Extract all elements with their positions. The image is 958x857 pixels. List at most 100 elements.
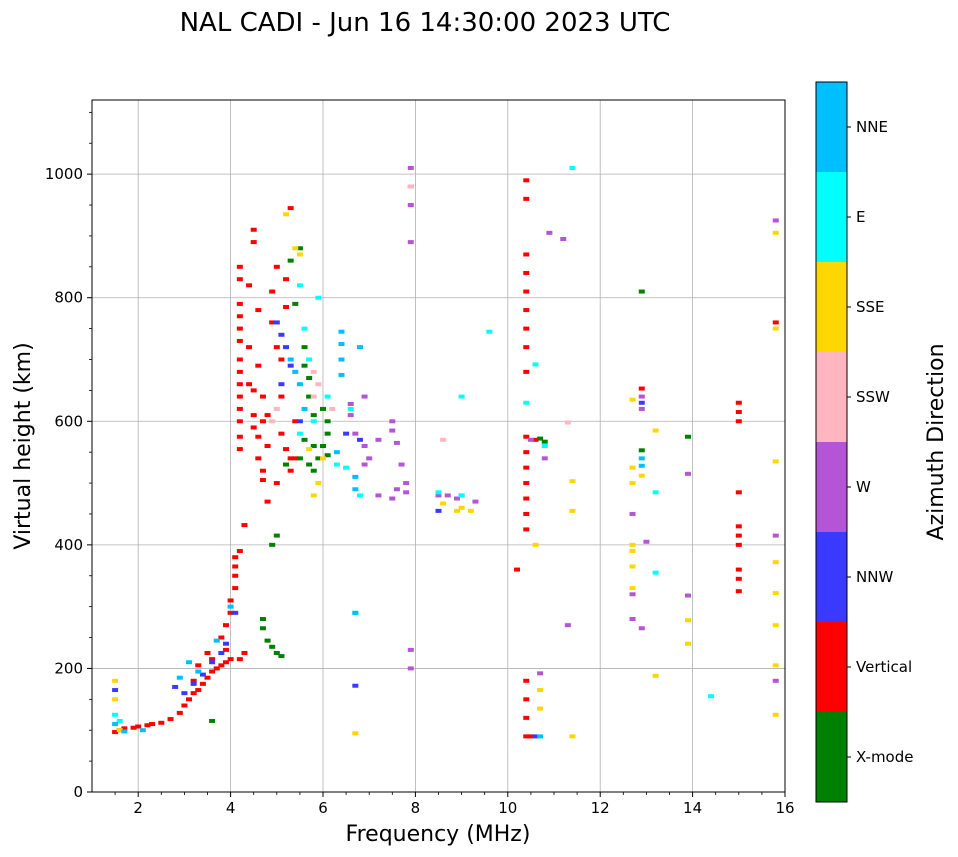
data-point xyxy=(629,586,636,591)
data-point xyxy=(255,308,262,313)
data-point xyxy=(199,672,206,677)
data-point xyxy=(112,697,119,702)
data-point xyxy=(375,437,382,442)
colorbar-segment xyxy=(816,172,847,262)
data-point xyxy=(236,406,243,411)
data-point xyxy=(453,508,460,513)
data-point xyxy=(523,715,530,720)
data-point xyxy=(684,618,691,623)
data-point xyxy=(523,496,530,501)
data-point xyxy=(176,710,183,715)
data-point xyxy=(232,610,239,615)
data-point xyxy=(315,481,322,486)
data-point xyxy=(218,635,225,640)
x-tick-label: 12 xyxy=(591,799,610,817)
data-point xyxy=(296,431,303,436)
data-point xyxy=(292,419,299,424)
data-point xyxy=(537,706,544,711)
data-point xyxy=(204,675,211,680)
data-point xyxy=(458,394,465,399)
colorbar-segment xyxy=(816,712,847,802)
data-point xyxy=(527,734,534,739)
colorbar: X-mode Vertical NNW W SSW SSE E NNE xyxy=(815,81,913,803)
data-point xyxy=(209,660,216,665)
data-point xyxy=(222,647,229,652)
data-point xyxy=(301,406,308,411)
data-points xyxy=(112,165,779,739)
data-point xyxy=(523,450,530,455)
data-point xyxy=(213,666,220,671)
data-point xyxy=(735,576,742,581)
data-point xyxy=(523,481,530,486)
data-point xyxy=(735,490,742,495)
data-point xyxy=(255,363,262,368)
data-point xyxy=(638,400,645,405)
data-point xyxy=(407,240,414,245)
data-point xyxy=(278,357,285,362)
data-point xyxy=(333,450,340,455)
data-point xyxy=(236,419,243,424)
data-point xyxy=(112,688,119,693)
data-point xyxy=(250,425,257,430)
data-point xyxy=(246,382,253,387)
data-point xyxy=(629,617,636,621)
data-point xyxy=(338,357,345,362)
data-point xyxy=(772,712,779,717)
data-point xyxy=(121,726,128,731)
data-point xyxy=(343,465,350,470)
data-point xyxy=(259,419,266,424)
x-tick-label: 16 xyxy=(775,799,794,817)
data-point xyxy=(283,462,290,467)
data-point xyxy=(324,419,331,424)
data-point xyxy=(407,203,414,208)
data-point xyxy=(310,493,317,498)
data-point xyxy=(227,657,234,662)
data-point xyxy=(684,434,691,439)
colorbar-tick-label: E xyxy=(856,208,865,226)
data-point xyxy=(232,564,239,569)
data-point xyxy=(209,657,216,662)
data-point xyxy=(347,406,354,411)
data-point xyxy=(772,591,779,596)
data-point xyxy=(638,448,645,453)
data-point xyxy=(301,345,308,350)
x-tick-label: 8 xyxy=(411,799,421,817)
colorbar-tick-label: W xyxy=(856,478,871,496)
data-point xyxy=(523,734,530,739)
data-point xyxy=(112,712,119,717)
data-point xyxy=(389,419,396,424)
data-point xyxy=(315,295,322,300)
data-point xyxy=(772,459,779,464)
data-point xyxy=(273,320,280,325)
data-point xyxy=(537,436,544,441)
data-point xyxy=(569,479,576,484)
data-point xyxy=(389,496,396,501)
data-point xyxy=(407,165,414,170)
data-point xyxy=(283,345,290,350)
x-tick-label: 14 xyxy=(683,799,702,817)
data-point xyxy=(236,549,243,554)
data-point xyxy=(629,592,636,597)
chart-title: NAL CADI - Jun 16 14:30:00 2023 UTC xyxy=(180,8,671,38)
data-point xyxy=(532,734,539,739)
x-tick-label: 6 xyxy=(318,799,328,817)
data-point xyxy=(116,728,123,733)
data-point xyxy=(684,471,691,476)
data-point xyxy=(532,437,539,442)
data-point xyxy=(255,456,262,461)
y-tick-label: 800 xyxy=(54,289,83,307)
data-point xyxy=(735,400,742,405)
data-point xyxy=(310,419,317,424)
data-point xyxy=(523,345,530,350)
data-point xyxy=(246,283,253,288)
data-point xyxy=(236,382,243,387)
data-point xyxy=(278,654,285,659)
data-point xyxy=(324,394,331,399)
data-point xyxy=(389,428,396,433)
data-point xyxy=(541,444,548,448)
data-point xyxy=(306,376,313,381)
data-point xyxy=(292,301,299,306)
data-point xyxy=(264,638,271,643)
data-point xyxy=(181,703,188,708)
x-tick-label: 2 xyxy=(133,799,143,817)
